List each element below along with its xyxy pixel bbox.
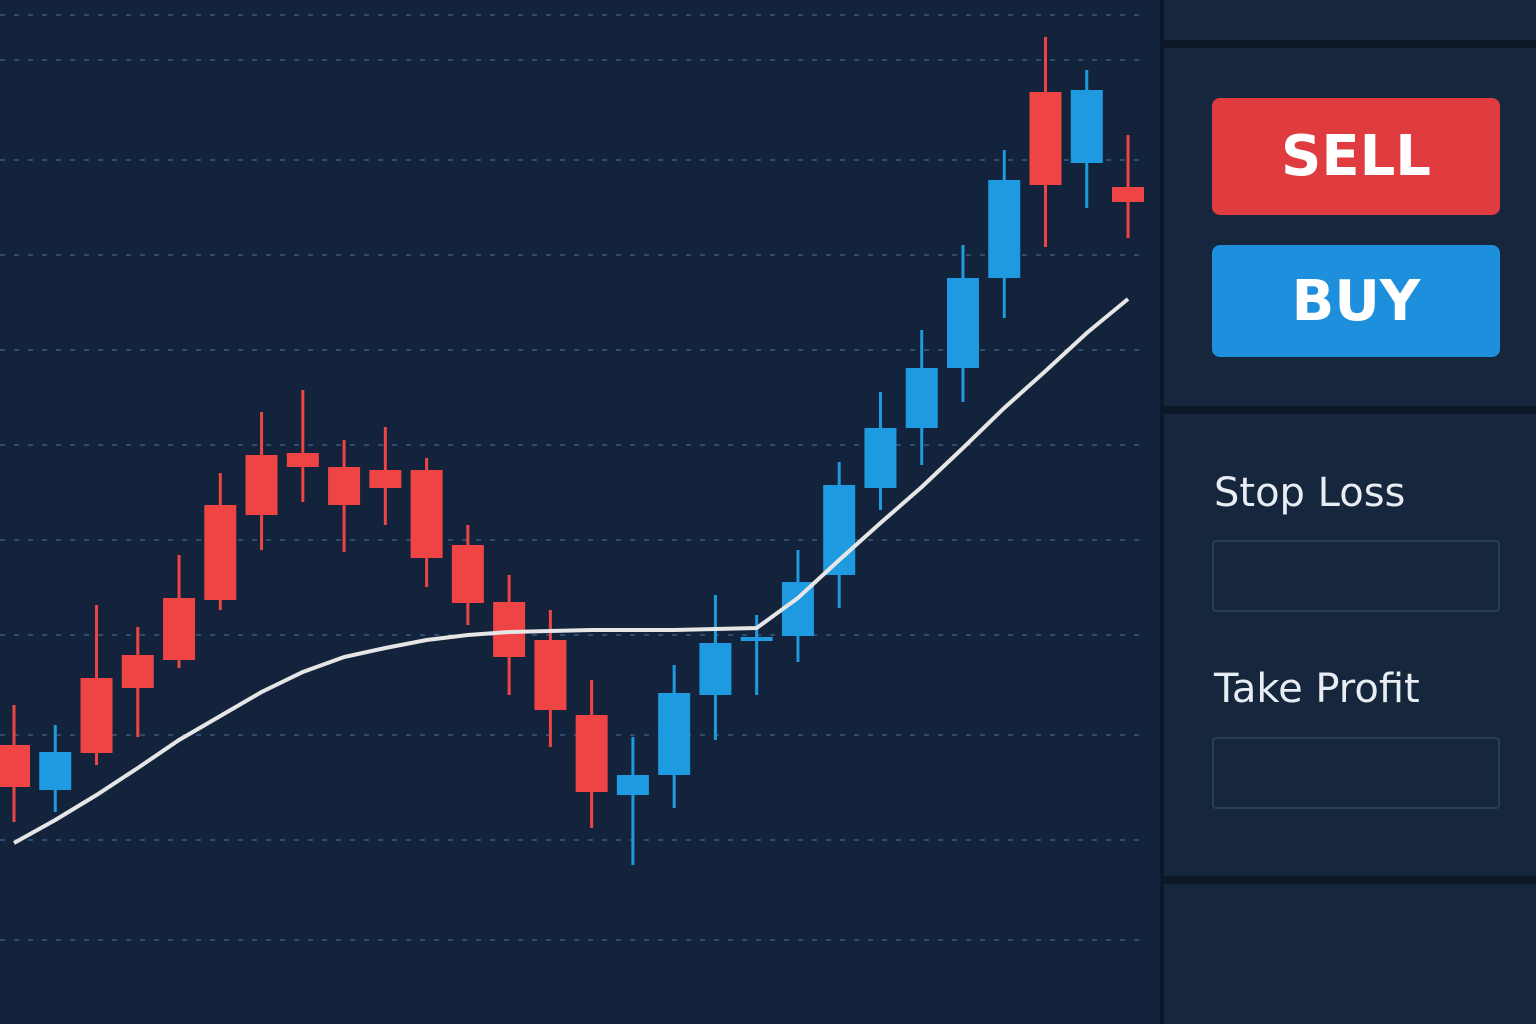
candle-body	[1070, 90, 1103, 163]
candle-body	[163, 598, 196, 660]
candle-body	[39, 752, 72, 790]
candle-body	[451, 545, 484, 603]
candle-body	[781, 582, 814, 636]
candle-body	[121, 655, 154, 688]
separator	[1164, 876, 1536, 884]
candle-body	[699, 643, 732, 695]
candle-body	[369, 470, 402, 488]
candle-body	[410, 470, 443, 558]
take-profit-label: Take Profit	[1214, 666, 1420, 712]
candle-body	[493, 602, 526, 657]
candle-body	[658, 693, 691, 775]
candle-body	[905, 368, 938, 428]
candle-body	[988, 180, 1021, 278]
trade-panel: SELL BUY Stop Loss Take Profit	[1160, 0, 1536, 1024]
candle-body	[80, 678, 113, 753]
candle-body	[286, 453, 319, 467]
candle-body	[245, 455, 278, 515]
candle-body	[575, 715, 608, 792]
candle-body	[0, 745, 30, 787]
candle-body	[1029, 92, 1062, 185]
separator	[1164, 406, 1536, 414]
candle-body	[204, 505, 237, 600]
candle-body	[616, 775, 649, 795]
buy-button[interactable]: BUY	[1212, 245, 1500, 357]
candle-body	[534, 640, 567, 710]
candle-body	[946, 278, 979, 368]
candle-body	[1112, 187, 1145, 202]
sell-button[interactable]: SELL	[1212, 98, 1500, 215]
take-profit-input[interactable]	[1212, 737, 1500, 809]
separator	[1164, 40, 1536, 48]
candle-body	[864, 428, 897, 488]
chart	[0, 14, 1148, 941]
candle-body	[740, 637, 773, 641]
moving-average-line	[13, 297, 1130, 845]
candle-body	[328, 467, 361, 505]
stop-loss-label: Stop Loss	[1214, 470, 1406, 516]
stop-loss-input[interactable]	[1212, 540, 1500, 612]
